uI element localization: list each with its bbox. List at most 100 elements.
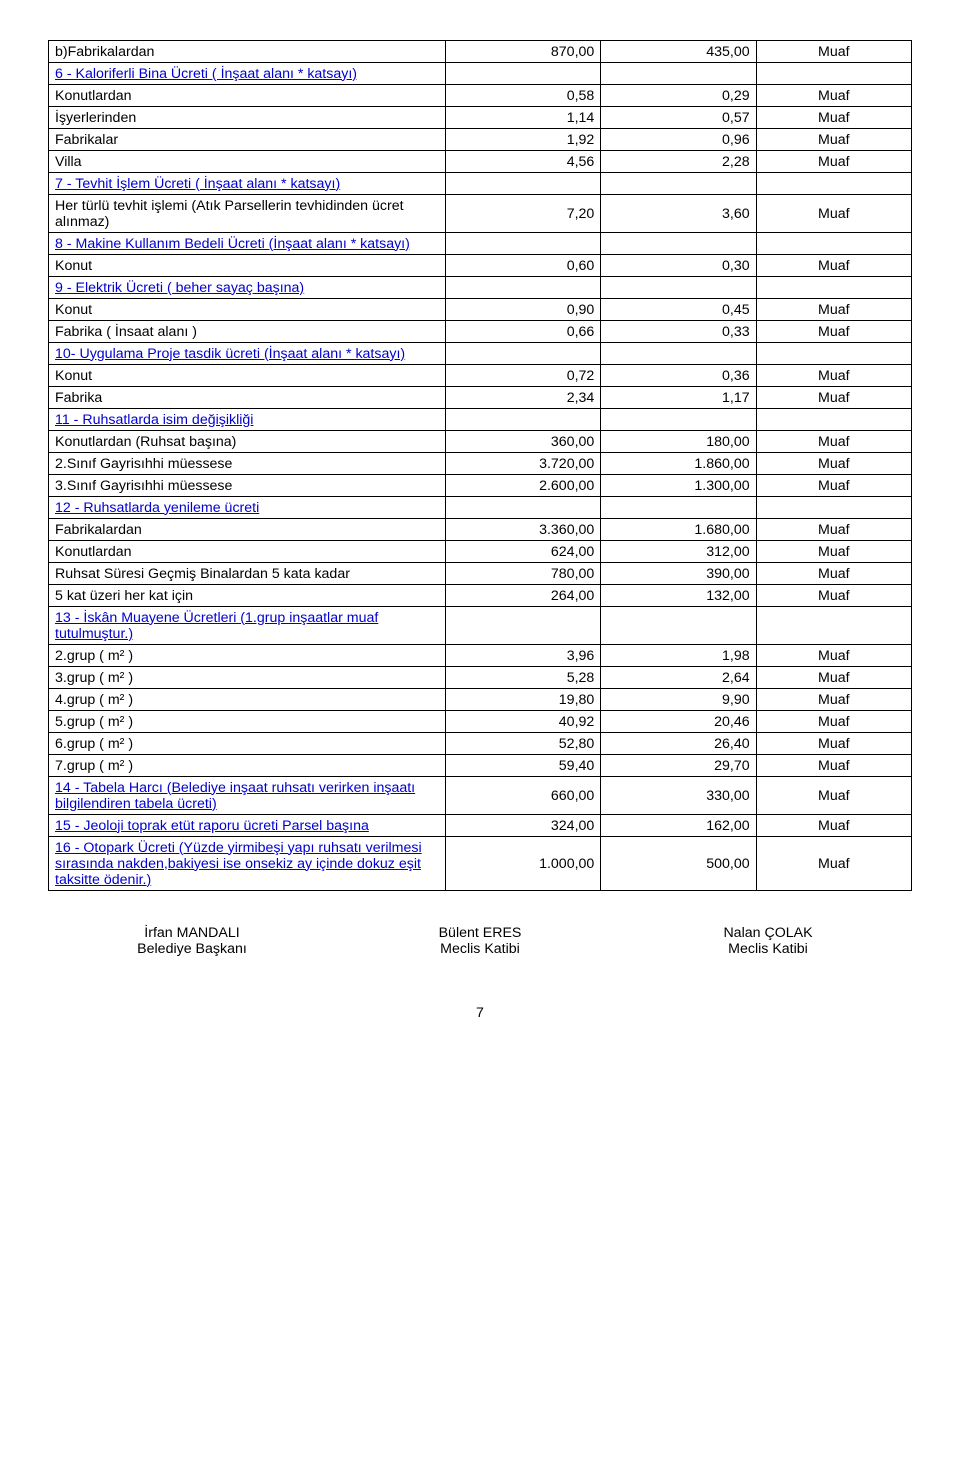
table-row: Konut 0,60 0,30 Muaf	[49, 255, 912, 277]
row-value-3: Muaf	[756, 815, 911, 837]
table-row: 10- Uygulama Proje tasdik ücreti (İnşaat…	[49, 343, 912, 365]
row-value-1: 3.360,00	[445, 519, 600, 541]
row-value-1: 0,72	[445, 365, 600, 387]
row-value-2: 1.300,00	[601, 475, 756, 497]
table-row: 7.grup ( m² ) 59,40 29,70 Muaf	[49, 755, 912, 777]
table-row: 4.grup ( m² ) 19,80 9,90 Muaf	[49, 689, 912, 711]
table-row: 3.grup ( m² ) 5,28 2,64 Muaf	[49, 667, 912, 689]
table-row: 15 - Jeoloji toprak etüt raporu ücreti P…	[49, 815, 912, 837]
heading-text: 11 - Ruhsatlarda isim değişikliği	[55, 412, 253, 428]
row-label: Fabrika	[49, 387, 446, 409]
empty-cell	[445, 277, 600, 299]
empty-cell	[601, 63, 756, 85]
row-value-3: Muaf	[756, 41, 911, 63]
empty-cell	[601, 343, 756, 365]
empty-cell	[756, 497, 911, 519]
section-heading-11: 11 - Ruhsatlarda isim değişikliği	[49, 409, 446, 431]
row-label: 5.grup ( m² )	[49, 711, 446, 733]
row-value-3: Muaf	[756, 689, 911, 711]
row-label: Konut	[49, 365, 446, 387]
table-row: Konutlardan (Ruhsat başına) 360,00 180,0…	[49, 431, 912, 453]
row-value-2: 0,36	[601, 365, 756, 387]
table-row: 5 kat üzeri her kat için 264,00 132,00 M…	[49, 585, 912, 607]
row-value-1: 7,20	[445, 195, 600, 233]
row-label: Konut	[49, 255, 446, 277]
empty-cell	[601, 409, 756, 431]
row-value-3: Muaf	[756, 255, 911, 277]
row-value-3: Muaf	[756, 563, 911, 585]
row-value-1: 3.720,00	[445, 453, 600, 475]
empty-cell	[756, 343, 911, 365]
table-row: 13 - İskân Muayene Ücretleri (1.grup inş…	[49, 607, 912, 645]
row-value-3: Muaf	[756, 107, 911, 129]
table-row: 14 - Tabela Harcı (Belediye inşaat ruhsa…	[49, 777, 912, 815]
empty-cell	[601, 607, 756, 645]
signature-name: İrfan MANDALI	[48, 925, 336, 941]
row-value-2: 2,28	[601, 151, 756, 173]
row-label: Konutlardan	[49, 541, 446, 563]
row-value-2: 3,60	[601, 195, 756, 233]
row-value-1: 870,00	[445, 41, 600, 63]
section-heading-12: 12 - Ruhsatlarda yenileme ücreti	[49, 497, 446, 519]
row-value-2: 312,00	[601, 541, 756, 563]
row-label: Fabrika ( İnsaat alanı )	[49, 321, 446, 343]
table-row: Fabrikalardan 3.360,00 1.680,00 Muaf	[49, 519, 912, 541]
table-row: İşyerlerinden 1,14 0,57 Muaf	[49, 107, 912, 129]
row-value-3: Muaf	[756, 733, 911, 755]
table-row: 5.grup ( m² ) 40,92 20,46 Muaf	[49, 711, 912, 733]
row-value-3: Muaf	[756, 541, 911, 563]
row-value-3: Muaf	[756, 667, 911, 689]
heading-text: 12 - Ruhsatlarda yenileme ücreti	[55, 500, 259, 516]
row-value-3: Muaf	[756, 85, 911, 107]
row-value-2: 29,70	[601, 755, 756, 777]
heading-text: 14 - Tabela Harcı (Belediye inşaat ruhsa…	[55, 780, 415, 812]
empty-cell	[445, 343, 600, 365]
section-heading-10: 10- Uygulama Proje tasdik ücreti (İnşaat…	[49, 343, 446, 365]
row-value-3: Muaf	[756, 365, 911, 387]
row-value-1: 5,28	[445, 667, 600, 689]
row-label: Konutlardan (Ruhsat başına)	[49, 431, 446, 453]
row-value-1: 780,00	[445, 563, 600, 585]
row-label: İşyerlerinden	[49, 107, 446, 129]
row-value-1: 59,40	[445, 755, 600, 777]
table-row: Fabrika 2,34 1,17 Muaf	[49, 387, 912, 409]
empty-cell	[445, 409, 600, 431]
row-value-3: Muaf	[756, 453, 911, 475]
row-value-3: Muaf	[756, 129, 911, 151]
table-row: 11 - Ruhsatlarda isim değişikliği	[49, 409, 912, 431]
row-value-1: 2.600,00	[445, 475, 600, 497]
row-value-2: 0,57	[601, 107, 756, 129]
signature-row: İrfan MANDALI Belediye Başkanı Bülent ER…	[48, 925, 912, 957]
row-label: 2.grup ( m² )	[49, 645, 446, 667]
table-row: 6 - Kaloriferli Bina Ücreti ( İnşaat ala…	[49, 63, 912, 85]
row-value-1: 1.000,00	[445, 837, 600, 891]
row-value-3: Muaf	[756, 475, 911, 497]
row-value-2: 500,00	[601, 837, 756, 891]
heading-text: 8 - Makine Kullanım Bedeli Ücreti (İnşaa…	[55, 236, 410, 252]
row-value-3: Muaf	[756, 777, 911, 815]
heading-text: 7 - Tevhit İşlem Ücreti ( İnşaat alanı *…	[55, 176, 340, 192]
row-value-3: Muaf	[756, 151, 911, 173]
row-value-1: 40,92	[445, 711, 600, 733]
row-label: 4.grup ( m² )	[49, 689, 446, 711]
row-value-2: 330,00	[601, 777, 756, 815]
row-value-3: Muaf	[756, 321, 911, 343]
table-row: 16 - Otopark Ücreti (Yüzde yirmibeşi yap…	[49, 837, 912, 891]
heading-text: 16 - Otopark Ücreti (Yüzde yirmibeşi yap…	[55, 840, 422, 888]
empty-cell	[445, 233, 600, 255]
table-row: 2.Sınıf Gayrisıhhi müessese 3.720,00 1.8…	[49, 453, 912, 475]
row-label: b)Fabrikalardan	[49, 41, 446, 63]
table-row: Konutlardan 0,58 0,29 Muaf	[49, 85, 912, 107]
row-label: Her türlü tevhit işlemi (Atık Parselleri…	[49, 195, 446, 233]
row-value-2: 390,00	[601, 563, 756, 585]
row-label: Fabrikalar	[49, 129, 446, 151]
row-value-3: Muaf	[756, 837, 911, 891]
row-value-1: 324,00	[445, 815, 600, 837]
row-value-2: 26,40	[601, 733, 756, 755]
row-value-1: 1,14	[445, 107, 600, 129]
row-value-3: Muaf	[756, 519, 911, 541]
row-value-2: 162,00	[601, 815, 756, 837]
row-value-3: Muaf	[756, 711, 911, 733]
signature-block-3: Nalan ÇOLAK Meclis Katibi	[624, 925, 912, 957]
row-value-2: 20,46	[601, 711, 756, 733]
